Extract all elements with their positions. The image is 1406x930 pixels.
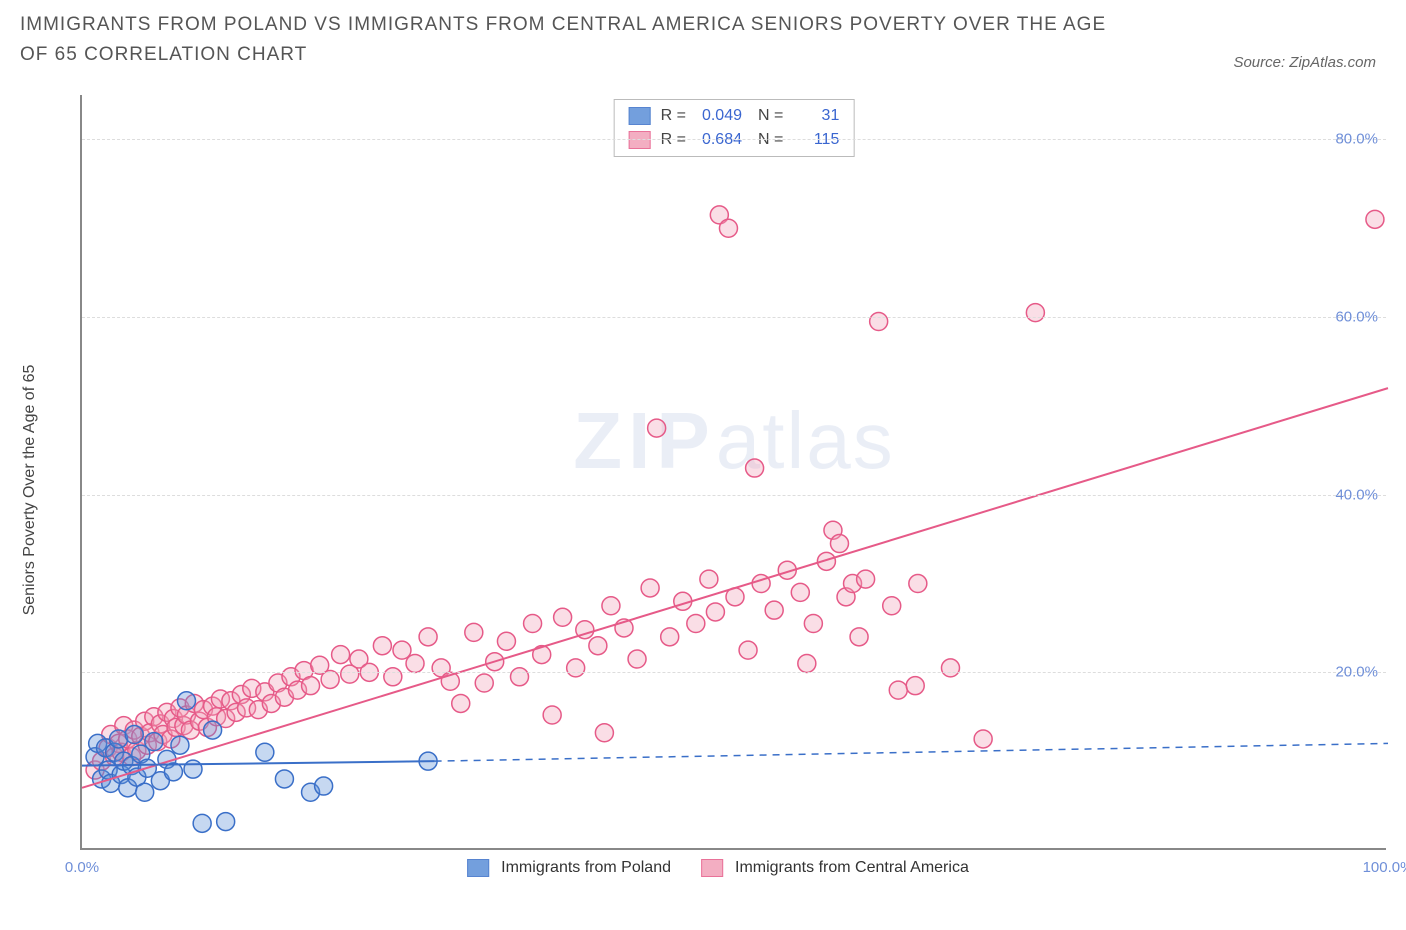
data-point-central_america [641,579,659,597]
data-point-central_america [497,632,515,650]
n-label: N = [758,104,783,128]
data-point-central_america [648,419,666,437]
data-point-poland [204,721,222,739]
data-point-poland [193,814,211,832]
trend-line-central_america [82,388,1388,788]
title-row: IMMIGRANTS FROM POLAND VS IMMIGRANTS FRO… [0,0,1406,71]
data-point-central_america [602,597,620,615]
data-point-poland [125,726,143,744]
x-tick-label: 0.0% [65,859,99,876]
data-point-poland [217,813,235,831]
trend-line-poland-extrapolated [435,743,1388,761]
data-point-central_america [857,570,875,588]
y-tick-label: 60.0% [1335,309,1378,326]
y-axis-label: Seniors Poverty Over the Age of 65 [21,365,39,616]
data-point-central_america [687,615,705,633]
data-point-central_america [524,615,542,633]
legend-bottom: Immigrants from Poland Immigrants from C… [467,859,969,877]
chart-title: IMMIGRANTS FROM POLAND VS IMMIGRANTS FRO… [20,10,1140,71]
data-point-central_america [974,730,992,748]
plot-wrap: Seniors Poverty Over the Age of 65 ZIPat… [50,95,1386,885]
swatch-central-america [701,859,723,877]
swatch-poland [467,859,489,877]
data-point-poland [315,777,333,795]
data-point-central_america [332,646,350,664]
legend-label-poland: Immigrants from Poland [501,859,671,877]
data-point-central_america [628,650,646,668]
y-tick-label: 80.0% [1335,131,1378,148]
legend-item-poland: Immigrants from Poland [467,859,671,877]
r-value-poland: 0.049 [692,104,742,128]
scatter-plot-svg [82,95,1386,848]
legend-stats-row-poland: R = 0.049 N = 31 [629,104,840,128]
data-point-central_america [1026,304,1044,322]
data-point-central_america [889,681,907,699]
data-point-poland [275,770,293,788]
data-point-central_america [739,641,757,659]
data-point-central_america [465,623,483,641]
y-tick-label: 20.0% [1335,664,1378,681]
data-point-central_america [798,654,816,672]
data-point-central_america [909,575,927,593]
legend-item-central-america: Immigrants from Central America [701,859,969,877]
data-point-central_america [765,601,783,619]
data-point-poland [145,733,163,751]
data-point-central_america [384,668,402,686]
data-point-poland [256,743,274,761]
y-tick-label: 40.0% [1335,486,1378,503]
legend-label-central-america: Immigrants from Central America [735,859,969,877]
data-point-central_america [543,706,561,724]
data-point-poland [184,760,202,778]
data-point-central_america [567,659,585,677]
data-point-central_america [373,637,391,655]
data-point-central_america [746,459,764,477]
plot-area: ZIPatlas R = 0.049 N = 31 R = 0.684 N = … [80,95,1386,850]
data-point-central_america [452,694,470,712]
source-label: Source: ZipAtlas.com [1233,54,1386,71]
data-point-central_america [941,659,959,677]
data-point-central_america [791,583,809,601]
data-point-central_america [830,535,848,553]
page-root: IMMIGRANTS FROM POLAND VS IMMIGRANTS FRO… [0,0,1406,930]
data-point-central_america [906,677,924,695]
data-point-central_america [804,615,822,633]
swatch-poland [629,107,651,125]
data-point-central_america [595,724,613,742]
grid-line [82,495,1386,496]
data-point-central_america [706,603,724,621]
data-point-central_america [406,654,424,672]
data-point-central_america [554,608,572,626]
data-point-central_america [850,628,868,646]
x-tick-label: 100.0% [1363,859,1406,876]
n-value-poland: 31 [789,104,839,128]
grid-line [82,139,1386,140]
data-point-central_america [302,677,320,695]
data-point-central_america [661,628,679,646]
data-point-central_america [475,674,493,692]
data-point-poland [136,783,154,801]
data-point-poland [177,692,195,710]
legend-stats-box: R = 0.049 N = 31 R = 0.684 N = 115 [614,99,855,157]
data-point-central_america [870,313,888,331]
r-label: R = [661,104,686,128]
data-point-central_america [511,668,529,686]
data-point-central_america [589,637,607,655]
grid-line [82,317,1386,318]
data-point-central_america [419,628,437,646]
data-point-central_america [719,219,737,237]
data-point-central_america [1366,210,1384,228]
data-point-central_america [883,597,901,615]
data-point-poland [171,736,189,754]
grid-line [82,672,1386,673]
data-point-central_america [700,570,718,588]
